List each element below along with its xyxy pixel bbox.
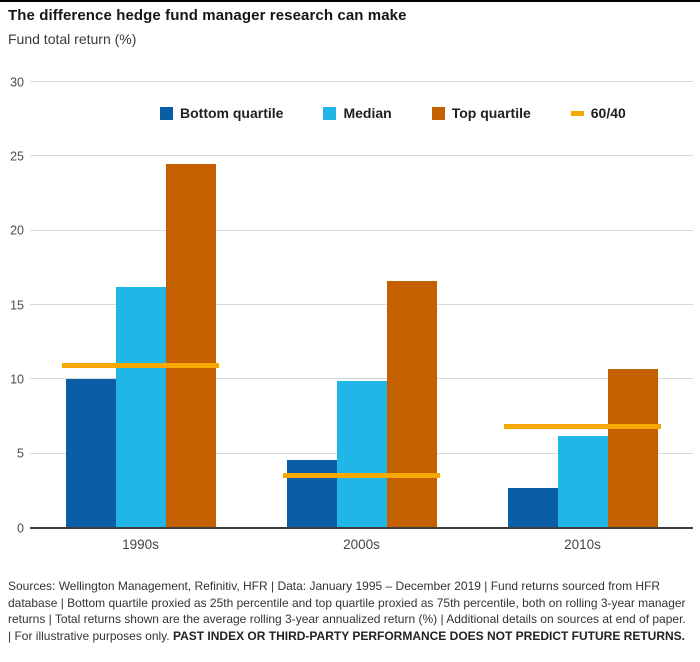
legend-item-median: Median [323, 105, 392, 121]
legend-label-median: Median [343, 105, 392, 121]
category-slot-1990s: 1990s [30, 82, 251, 552]
bar-1990s-top-quartile [165, 163, 216, 528]
gridline-20 [30, 229, 693, 231]
bar-2000s-median [336, 380, 387, 528]
y-tick-label-20: 20 [10, 223, 24, 238]
line-1990s-60-40 [61, 362, 219, 368]
bar-1990s-median [115, 287, 166, 528]
line-2010s-60-40 [503, 423, 661, 429]
x-axis-label-2010s: 2010s [564, 537, 601, 552]
legend-swatch-top-quartile-icon [431, 106, 445, 120]
bar-2000s-bottom-quartile [286, 459, 337, 528]
chart-subtitle: Fund total return (%) [8, 31, 137, 47]
bar-2010s-top-quartile [607, 368, 658, 528]
plot-area: Bottom quartile Median Top quartile 60/40 1… [0, 76, 700, 552]
category-slot-2010s: 2010s [472, 82, 693, 552]
legend-item-60-40: 60/40 [570, 105, 626, 121]
footnote: Sources: Wellington Management, Refiniti… [8, 578, 692, 644]
legend-label-60-40: 60/40 [590, 105, 626, 121]
y-tick-label-0: 0 [17, 520, 24, 535]
legend: Bottom quartile Median Top quartile 60/40 [160, 105, 626, 121]
line-2000s-60-40 [282, 472, 440, 478]
footnote-disclaimer: PAST INDEX OR THIRD-PARTY PERFORMANCE DO… [172, 628, 685, 643]
legend-swatch-60-40-icon [570, 110, 584, 116]
gridline-30 [30, 81, 693, 82]
legend-item-top-quartile: Top quartile [431, 105, 531, 121]
chart-title: The difference hedge fund manager resear… [8, 7, 407, 24]
legend-label-bottom-quartile: Bottom quartile [180, 105, 284, 121]
bar-group-2010s [503, 82, 661, 528]
bar-group-1990s [61, 82, 219, 528]
bar-2010s-median [557, 435, 608, 528]
bar-groups: 1990s 2000s 2010s [30, 82, 693, 552]
legend-item-bottom-quartile: Bottom quartile [160, 105, 283, 121]
y-tick-label-25: 25 [10, 149, 24, 164]
gridline-25 [30, 155, 693, 157]
bar-1990s-bottom-quartile [65, 379, 116, 528]
bar-2010s-bottom-quartile [507, 487, 558, 528]
gridline-10 [30, 378, 693, 380]
x-axis-label-2000s: 2000s [343, 537, 380, 552]
legend-swatch-bottom-quartile-icon [160, 106, 173, 120]
y-tick-label-10: 10 [10, 372, 24, 387]
gridline-15 [30, 304, 693, 305]
footnote-text: Sources: Wellington Management, Refiniti… [8, 579, 686, 643]
legend-label-top-quartile: Top quartile [451, 105, 531, 121]
y-tick-label-5: 5 [17, 446, 24, 461]
x-axis-label-1990s: 1990s [122, 537, 159, 552]
legend-swatch-median-icon [323, 106, 337, 120]
bar-group-2000s [282, 82, 440, 528]
bar-2000s-top-quartile [386, 281, 437, 528]
top-rule [0, 0, 700, 2]
y-tick-label-30: 30 [10, 74, 24, 89]
y-tick-label-15: 15 [10, 297, 24, 312]
x-axis-line [30, 527, 693, 529]
category-slot-2000s: 2000s [251, 82, 472, 552]
